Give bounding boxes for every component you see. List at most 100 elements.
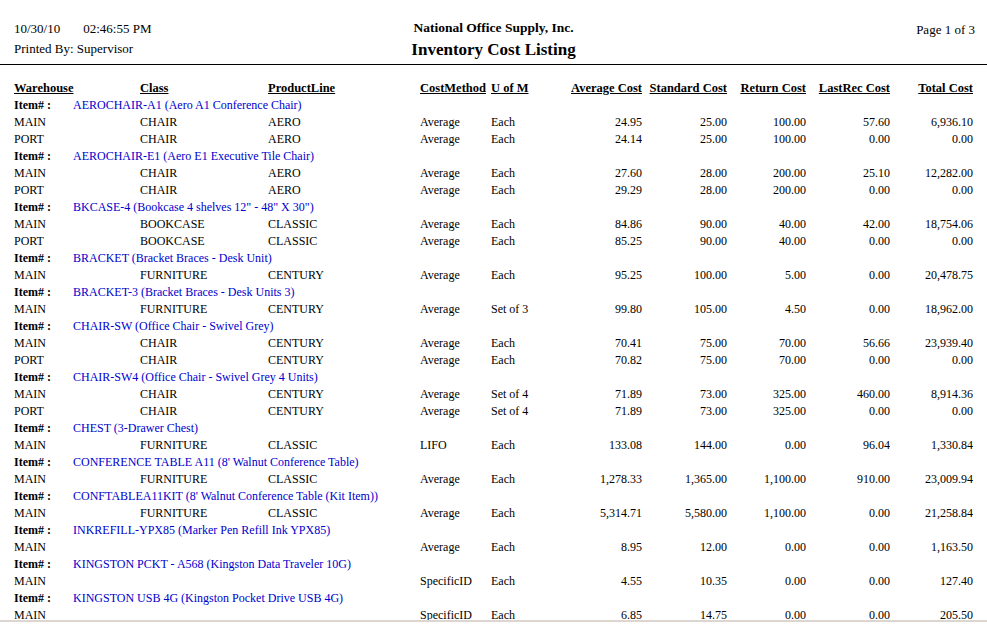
cell-productline: CENTURY (268, 386, 420, 403)
cell-uofm: Each (491, 437, 560, 454)
cell-lastrec-cost: 0.00 (806, 267, 890, 284)
cell-total-cost: 23,009.94 (890, 471, 973, 488)
cell-uofm: Each (491, 335, 560, 352)
cell-warehouse: PORT (0, 131, 140, 148)
cell-total-cost: 20,478.75 (890, 267, 973, 284)
item-cell: Item# :AEROCHAIR-A1 (Aero A1 Conference … (0, 97, 973, 114)
item-number-label: Item# : (14, 370, 73, 385)
cell-class: BOOKCASE (140, 216, 268, 233)
cell-warehouse: MAIN (0, 114, 140, 131)
cell-average-cost: 133.08 (560, 437, 642, 454)
item-description: CHAIR-SW (Office Chair - Swivel Grey) (73, 319, 274, 333)
item-cell: Item# :AEROCHAIR-E1 (Aero E1 Executive T… (0, 148, 973, 165)
item-header-row: Item# :CHAIR-SW4 (Office Chair - Swivel … (0, 369, 973, 386)
cell-average-cost: 95.25 (560, 267, 642, 284)
cell-standard-cost: 75.00 (642, 335, 727, 352)
cell-lastrec-cost: 56.66 (806, 335, 890, 352)
cell-return-cost: 40.00 (727, 216, 806, 233)
cell-class: FURNITURE (140, 505, 268, 522)
cell-productline (268, 573, 420, 590)
inventory-cost-table: Warehouse Class ProductLine CostMethod U… (0, 65, 973, 624)
item-cell: Item# :BRACKET (Bracket Braces - Desk Un… (0, 250, 973, 267)
item-header-row: Item# :CONFERENCE TABLE A11 (8' Walnut C… (0, 454, 973, 471)
item-number-label: Item# : (14, 251, 73, 266)
table-row: MAINFURNITURECENTURYAverageSet of 399.80… (0, 301, 973, 318)
cell-costmethod: Average (420, 335, 491, 352)
item-header-row: Item# :CHAIR-SW (Office Chair - Swivel G… (0, 318, 973, 335)
item-cell: Item# :INKREFILL-YPX85 (Marker Pen Refil… (0, 522, 973, 539)
table-row: MAINFURNITURECLASSICAverageEach1,278.331… (0, 471, 973, 488)
cell-productline: AERO (268, 131, 420, 148)
item-header-row: Item# :CHEST (3-Drawer Chest) (0, 420, 973, 437)
cell-lastrec-cost: 0.00 (806, 403, 890, 420)
cell-total-cost: 6,936.10 (890, 114, 973, 131)
cell-warehouse: MAIN (0, 301, 140, 318)
cell-lastrec-cost: 0.00 (806, 182, 890, 199)
cell-total-cost: 0.00 (890, 403, 973, 420)
cell-return-cost: 70.00 (727, 335, 806, 352)
report-title: Inventory Cost Listing (0, 40, 987, 60)
item-number-label: Item# : (14, 149, 73, 164)
item-description: CHEST (3-Drawer Chest) (73, 421, 198, 435)
cell-class: CHAIR (140, 182, 268, 199)
item-header-row: Item# :BRACKET-3 (Bracket Braces - Desk … (0, 284, 973, 301)
cell-total-cost: 0.00 (890, 233, 973, 250)
cell-standard-cost: 100.00 (642, 267, 727, 284)
col-header-warehouse: Warehouse (0, 65, 140, 97)
item-description: AEROCHAIR-A1 (Aero A1 Conference Chair) (73, 98, 302, 112)
cell-uofm: Each (491, 114, 560, 131)
company-name: National Office Supply, Inc. (0, 20, 987, 36)
cell-total-cost: 0.00 (890, 182, 973, 199)
cell-productline: CENTURY (268, 335, 420, 352)
cell-lastrec-cost: 460.00 (806, 386, 890, 403)
cell-class: CHAIR (140, 386, 268, 403)
table-row: MAINSpecificIDEach4.5510.350.000.00127.4… (0, 573, 973, 590)
cell-warehouse: MAIN (0, 165, 140, 182)
cell-warehouse: PORT (0, 352, 140, 369)
item-description: INKREFILL-YPX85 (Marker Pen Refill Ink Y… (73, 523, 330, 537)
cell-average-cost: 1,278.33 (560, 471, 642, 488)
cell-costmethod: Average (420, 267, 491, 284)
cell-lastrec-cost: 0.00 (806, 505, 890, 522)
cell-productline: CLASSIC (268, 216, 420, 233)
table-row: MAINBOOKCASECLASSICAverageEach84.8690.00… (0, 216, 973, 233)
cell-return-cost: 40.00 (727, 233, 806, 250)
cell-costmethod: Average (420, 352, 491, 369)
cell-costmethod: Average (420, 301, 491, 318)
table-row: MAINFURNITURECLASSICAverageEach5,314.715… (0, 505, 973, 522)
col-header-average-cost: Average Cost (560, 65, 642, 97)
cell-total-cost: 23,939.40 (890, 335, 973, 352)
cell-lastrec-cost: 96.04 (806, 437, 890, 454)
col-header-productline: ProductLine (268, 65, 420, 97)
cell-uofm: Each (491, 471, 560, 488)
cell-total-cost: 18,754.06 (890, 216, 973, 233)
cell-standard-cost: 73.00 (642, 403, 727, 420)
cell-average-cost: 70.82 (560, 352, 642, 369)
cell-warehouse: MAIN (0, 539, 140, 556)
item-description: CONFTABLEA11KIT (8' Walnut Conference Ta… (73, 489, 378, 503)
cell-average-cost: 84.86 (560, 216, 642, 233)
item-cell: Item# :CONFTABLEA11KIT (8' Walnut Confer… (0, 488, 973, 505)
cell-lastrec-cost: 57.60 (806, 114, 890, 131)
cell-productline (268, 539, 420, 556)
cell-warehouse: MAIN (0, 573, 140, 590)
report-table-body: Item# : AEROCHAIR-A1 (Aero A1 Conference … (0, 97, 973, 624)
page-indicator: Page 1 of 3 (916, 22, 975, 38)
cell-standard-cost: 25.00 (642, 131, 727, 148)
column-header-row: Warehouse Class ProductLine CostMethod U… (0, 65, 973, 97)
cell-standard-cost: 73.00 (642, 386, 727, 403)
cell-productline: CLASSIC (268, 233, 420, 250)
cell-class (140, 573, 268, 590)
col-header-total-cost: Total Cost (890, 65, 973, 97)
cell-costmethod: Average (420, 403, 491, 420)
cell-class: CHAIR (140, 165, 268, 182)
cell-class: CHAIR (140, 403, 268, 420)
cell-standard-cost: 25.00 (642, 114, 727, 131)
cell-uofm: Set of 3 (491, 301, 560, 318)
item-number-label: Item# : (14, 200, 73, 215)
cell-productline: CENTURY (268, 352, 420, 369)
table-row: MAINCHAIRCENTURYAverageSet of 471.8973.0… (0, 386, 973, 403)
cell-lastrec-cost: 0.00 (806, 301, 890, 318)
cell-uofm: Each (491, 505, 560, 522)
cell-uofm: Each (491, 165, 560, 182)
